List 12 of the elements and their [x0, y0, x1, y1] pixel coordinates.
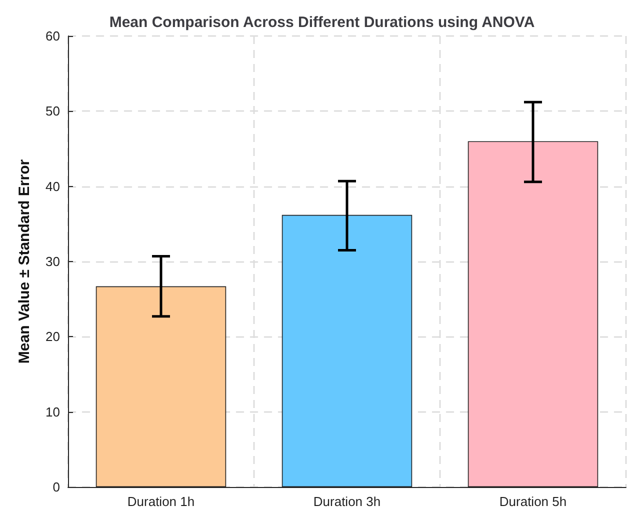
y-tick-label: 20 — [46, 329, 60, 344]
y-tick-label: 60 — [46, 28, 60, 44]
y-tick-label: 40 — [46, 178, 60, 194]
y-tick-label: 10 — [46, 404, 60, 420]
y-tick-label: 30 — [46, 254, 60, 269]
y-tick-label: 0 — [52, 480, 60, 494]
y-axis-title: Mean Value ± Standard Error — [16, 159, 33, 364]
y-tick-label: 50 — [46, 104, 60, 119]
x-tick-label: Duration 3h — [313, 494, 381, 509]
x-tick-label: Duration 1h — [127, 494, 195, 509]
x-tick-label: Duration 5h — [499, 494, 567, 509]
chart-title: Mean Comparison Across Different Durations using ANOVA — [109, 14, 535, 31]
